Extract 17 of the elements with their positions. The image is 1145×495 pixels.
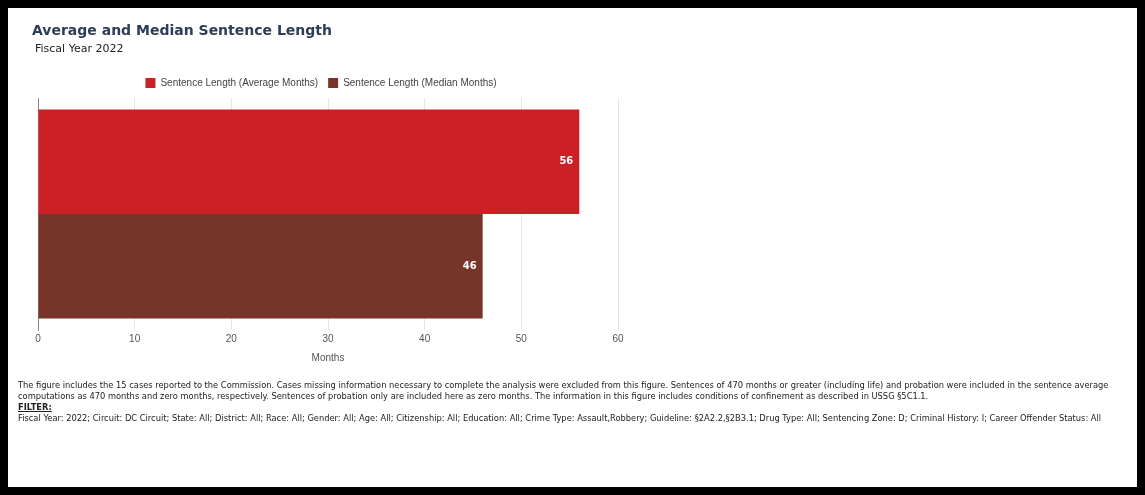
text: The figure includes the 15 cases reported to the Commission. Cases missing information necessary to complete the analysis were excluded from this figure. Sentences of 470 months or greater (including life) and probation were included in the sentence average computations as 470 months and zero months, respectively. Sentences of probation only are included here as zero months. The information in this figure includes conditions of confinement as described in USSG §5C1.1. [18, 380, 1110, 402]
x-tick-label: 20 [225, 332, 238, 344]
legend-label: Sentence Length (Median Months) [343, 76, 497, 88]
chart-subtitle: Fiscal Year 2022 [35, 42, 124, 55]
text: FILTER: [18, 402, 53, 413]
x-tick-label: 40 [419, 332, 431, 344]
data-label: 46 [462, 259, 477, 271]
x-tick-label: 60 [612, 332, 624, 344]
text: Fiscal Year: 2022; Circuit: DC Circuit; State: All; District: All; Race: All; Gender: All; Age: All; Citizenship: All; Education: All; Crime Type: Assault,Robbery; Guideline: §2A2.2,§2B3.1; Drug Type: All; Sentencing Zone: D; Criminal History: I; Career Offender Status: All [18, 413, 1103, 424]
chart-title: Average and Median Sentence Length [32, 22, 332, 38]
data-label: 56 [559, 155, 574, 167]
x-axis-title: Months [311, 351, 345, 363]
x-tick-label: 50 [515, 332, 528, 344]
x-tick-label: 10 [129, 332, 141, 344]
x-tick-label: 30 [322, 332, 334, 344]
legend-label: Sentence Length (Average Months) [160, 76, 319, 88]
x-tick-label: 0 [35, 332, 42, 344]
